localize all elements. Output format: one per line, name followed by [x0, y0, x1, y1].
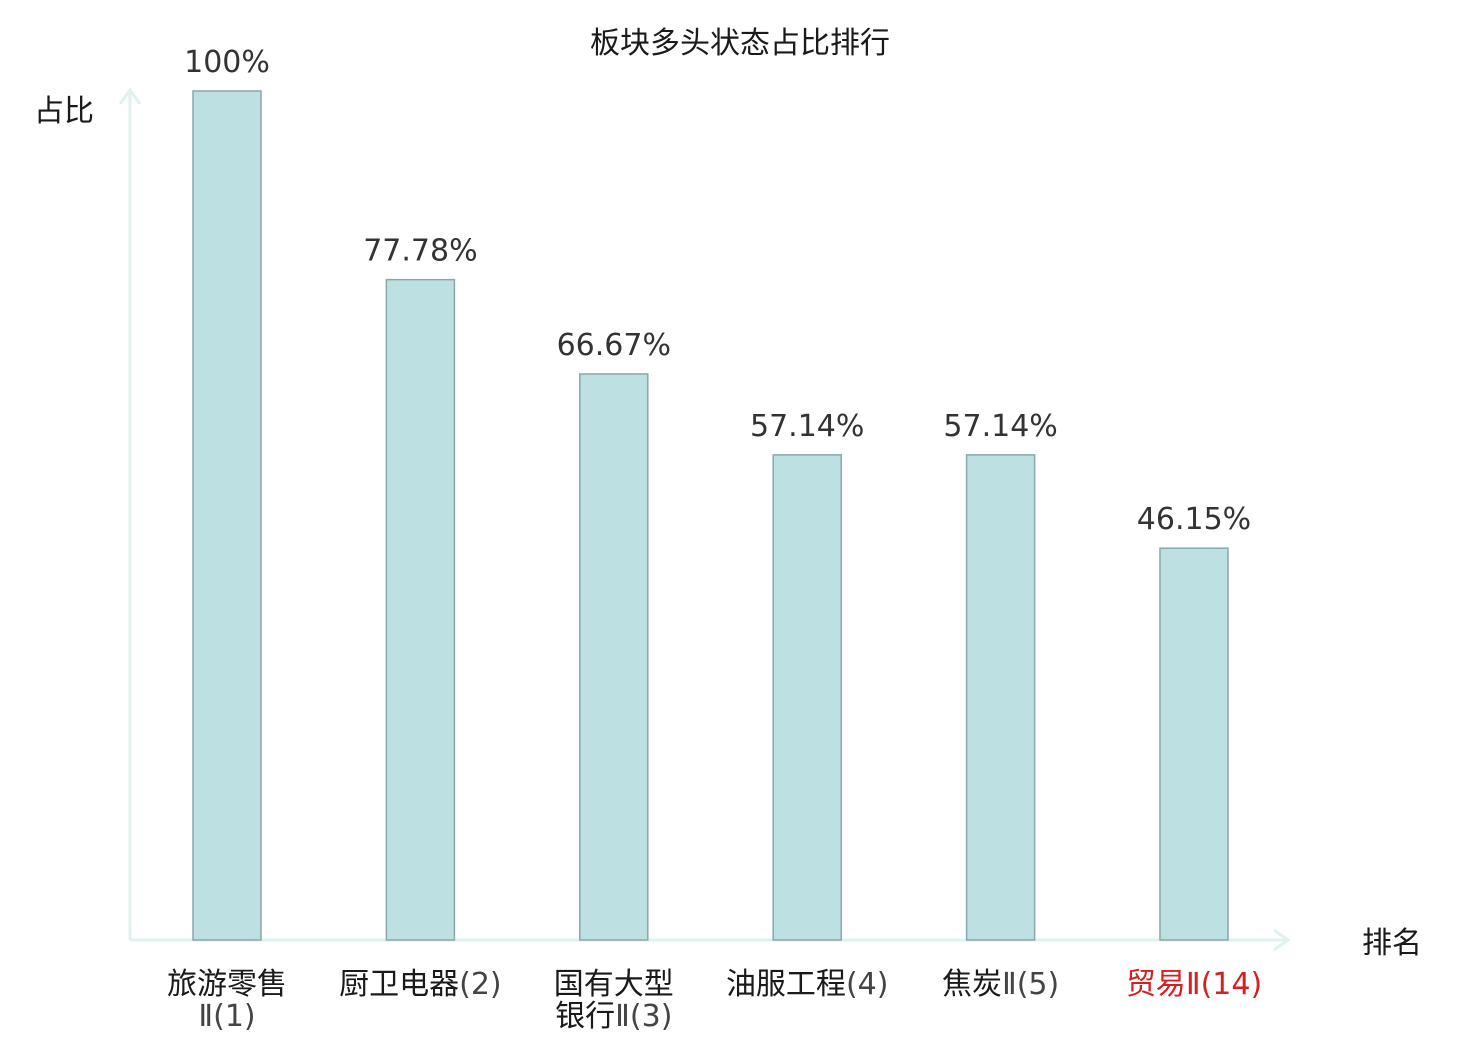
chart-title: 板块多头状态占比排行 — [590, 26, 890, 61]
x-tick-label: 银行Ⅱ(3) — [555, 999, 672, 1034]
bar — [579, 373, 649, 941]
bar — [1159, 547, 1229, 941]
x-tick-label: 旅游零售 — [167, 967, 287, 1002]
bar-value-label: 66.67% — [557, 328, 671, 363]
bar — [192, 90, 262, 941]
x-axis-arrow-icon — [1273, 928, 1291, 952]
axes — [118, 87, 1291, 952]
x-tick-label: 油服工程(4) — [726, 967, 889, 1002]
y-axis-label: 占比 — [34, 94, 94, 129]
x-axis-label: 排名 — [1362, 926, 1422, 961]
bar-value-label: 46.15% — [1137, 502, 1251, 537]
bar — [772, 454, 842, 941]
bar-value-label: 77.78% — [363, 234, 477, 269]
x-tick-label: 贸易Ⅱ(14) — [1126, 967, 1262, 1002]
bar-value-label: 57.14% — [943, 409, 1057, 444]
x-tick-label: Ⅱ(1) — [198, 999, 255, 1034]
bars — [192, 90, 1229, 941]
x-tick-label: 焦炭Ⅱ(5) — [942, 967, 1059, 1002]
bar-value-label: 100% — [184, 45, 270, 80]
bar-value-label: 57.14% — [750, 409, 864, 444]
x-tick-label: 国有大型 — [554, 967, 674, 1002]
x-tick-label: 厨卫电器(2) — [339, 967, 502, 1002]
bar — [965, 454, 1036, 941]
value-labels: 100% 77.78% 66.67% 57.14% 57.14% 46.15% — [184, 45, 1251, 537]
y-axis-arrow-icon — [118, 87, 142, 105]
bar — [385, 278, 456, 941]
